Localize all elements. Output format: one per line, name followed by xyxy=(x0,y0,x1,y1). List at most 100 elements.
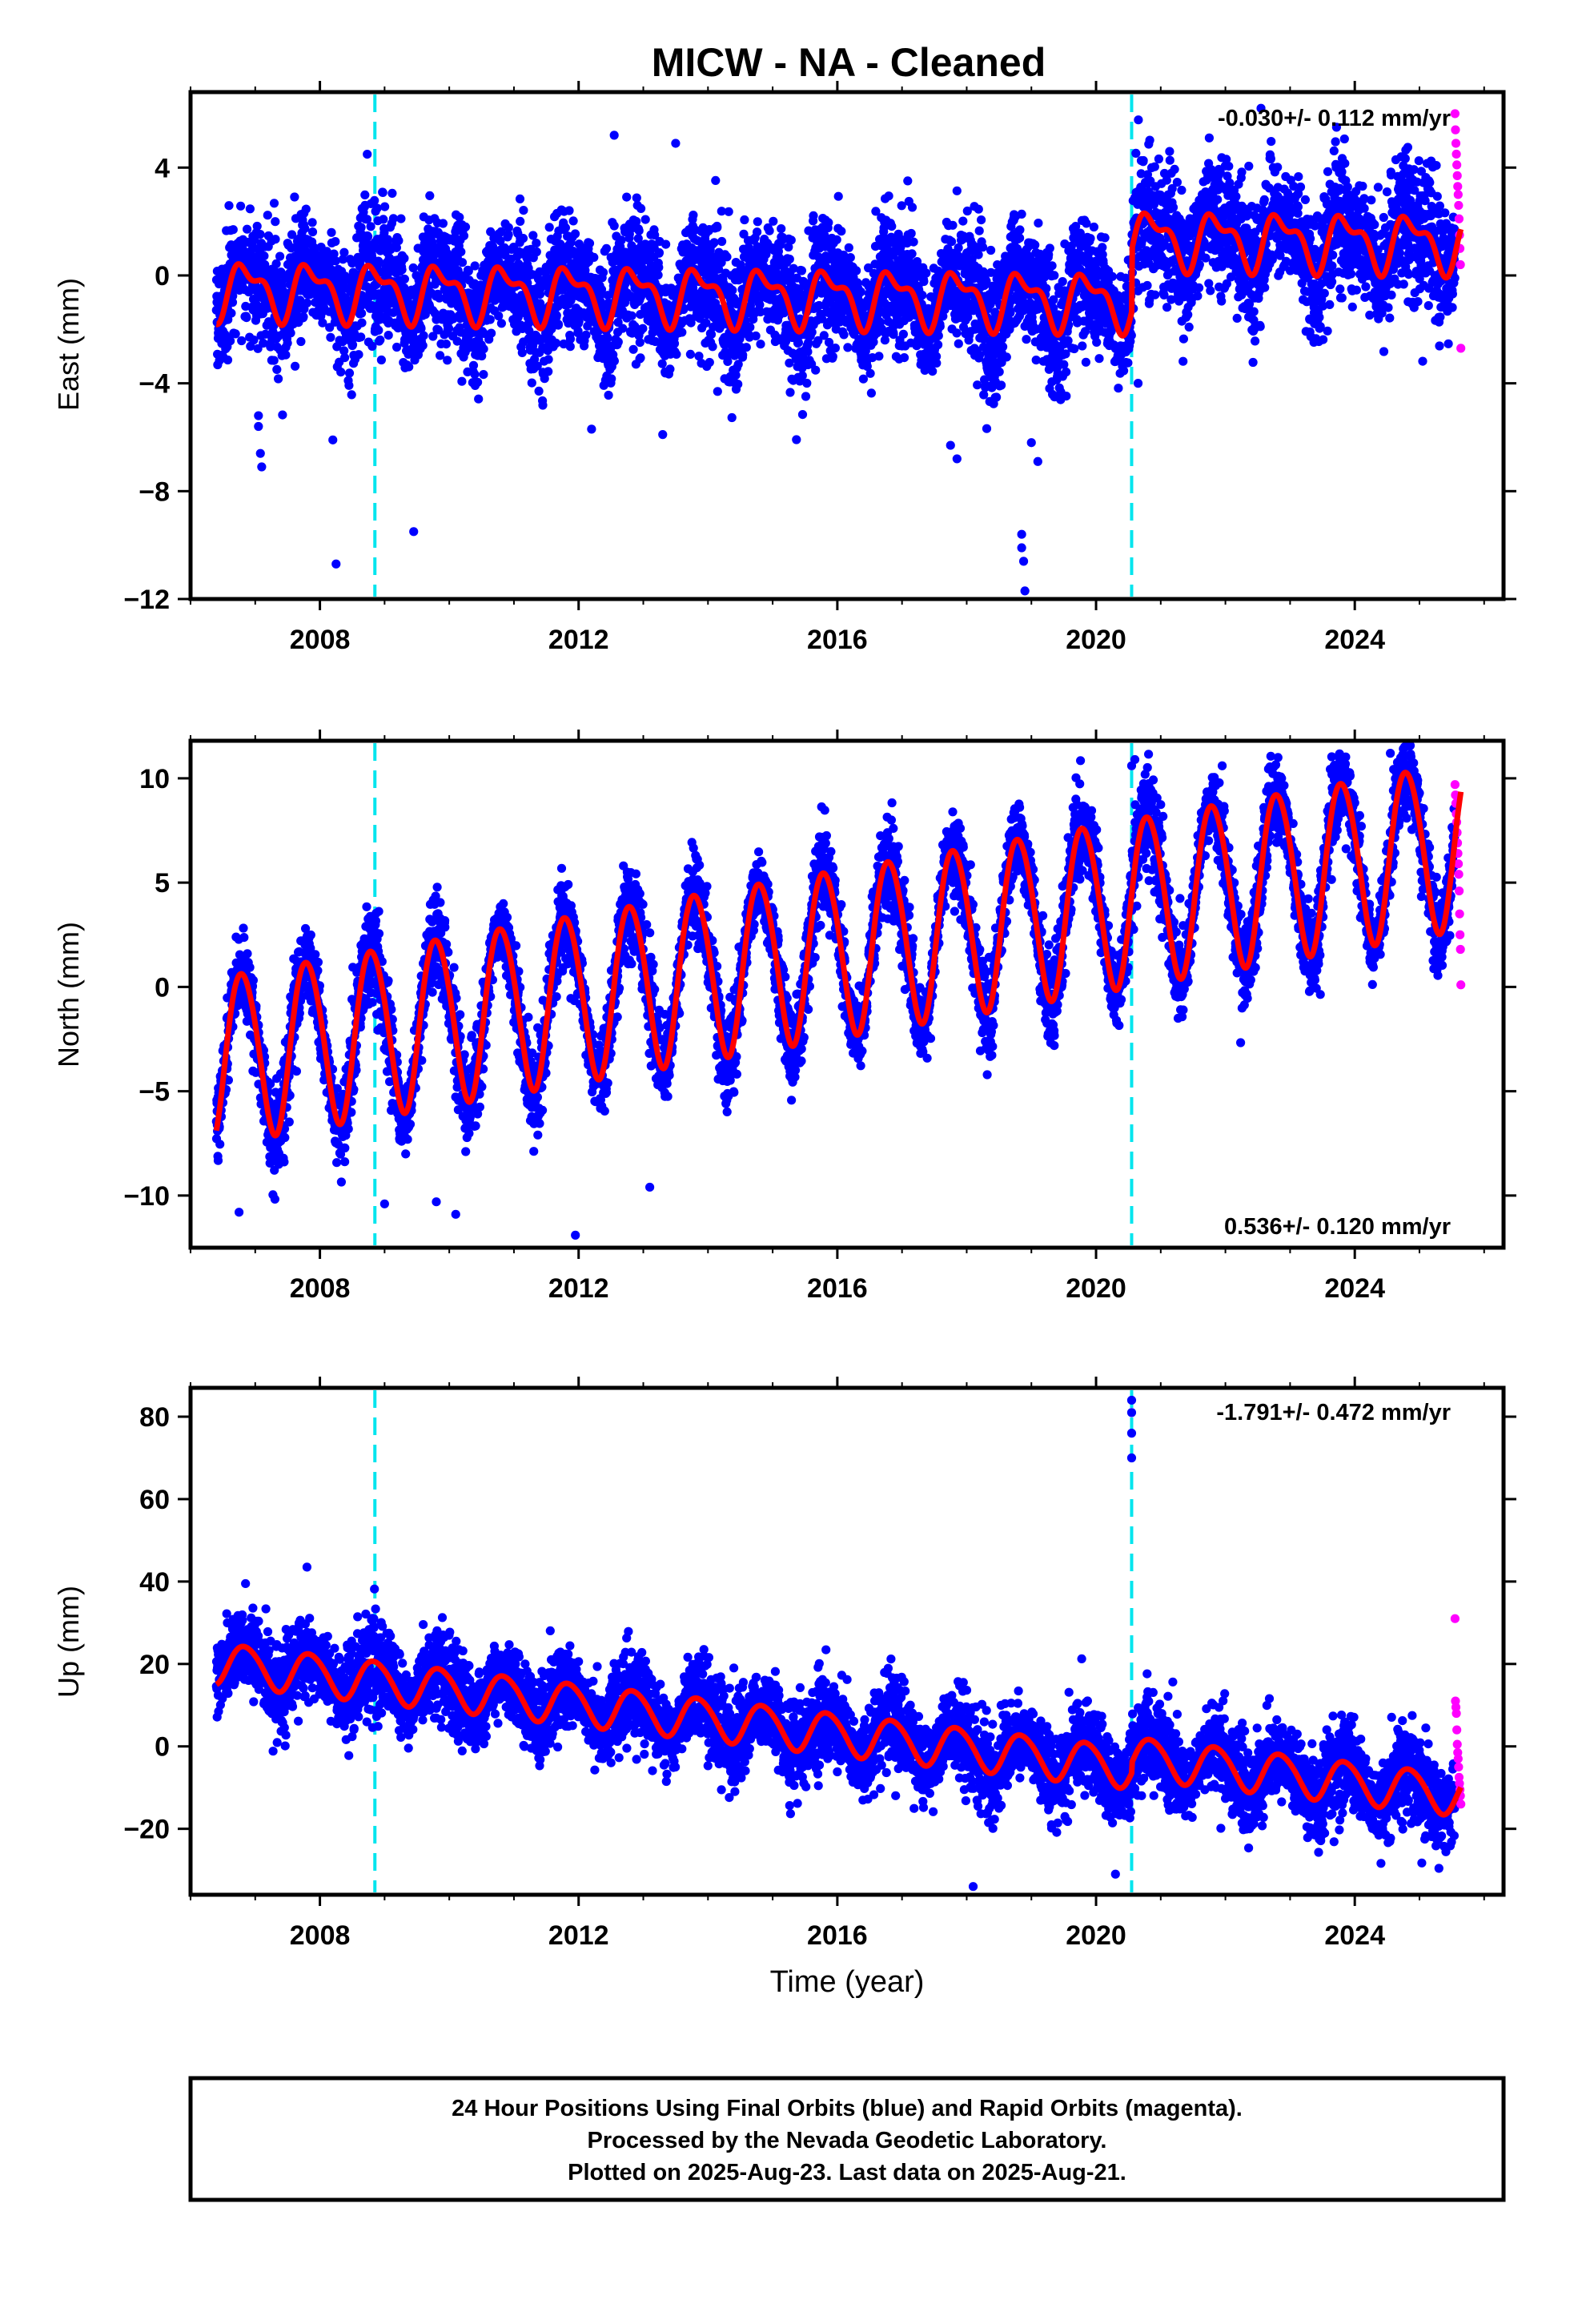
east-final-point xyxy=(740,215,749,225)
east-final-point xyxy=(1094,354,1104,364)
east-final-point xyxy=(979,390,989,400)
east-final-point xyxy=(884,191,893,201)
east-final-point xyxy=(242,313,251,323)
east-final-point xyxy=(705,357,714,368)
east-final-point xyxy=(1107,271,1117,281)
east-final-point xyxy=(727,412,737,423)
east-final-point xyxy=(340,353,350,363)
east-final-point xyxy=(259,251,269,261)
east-final-point xyxy=(919,276,929,287)
east-final-point xyxy=(286,328,295,338)
east-final-point xyxy=(287,230,297,239)
east-final-point xyxy=(751,331,761,341)
east-final-point xyxy=(470,261,480,271)
east-ytick-label: 4 xyxy=(155,153,170,183)
east-final-point xyxy=(785,388,795,397)
east-final-point xyxy=(928,367,938,376)
east-final-point xyxy=(237,336,247,346)
east-final-point xyxy=(1070,344,1079,354)
east-final-point xyxy=(852,266,861,275)
east-final-point xyxy=(372,203,382,213)
east-final-point xyxy=(1045,243,1054,253)
east-final-point xyxy=(756,340,765,349)
east-final-point xyxy=(628,344,638,354)
east-final-point xyxy=(301,204,311,214)
east-final-point xyxy=(296,336,306,347)
east-final-point xyxy=(560,223,571,232)
east-final-point xyxy=(383,331,393,340)
east-final-point xyxy=(786,235,796,245)
east-final-point xyxy=(356,332,366,342)
east-final-point xyxy=(326,332,335,342)
east-final-point xyxy=(570,229,580,239)
east-final-point xyxy=(379,215,388,224)
east-final-point xyxy=(657,359,667,368)
east-ytick-label: −4 xyxy=(139,369,170,400)
east-final-point xyxy=(376,355,386,365)
east-final-point xyxy=(552,311,561,320)
east-final-point xyxy=(803,347,813,356)
east-final-point xyxy=(459,231,469,240)
east-final-point xyxy=(685,349,696,359)
east-final-point xyxy=(997,380,1006,390)
east-final-point xyxy=(363,150,372,159)
east-final-point xyxy=(584,239,595,248)
chart-title: MICW - NA - Cleaned xyxy=(652,40,1046,85)
east-ytick-label: 0 xyxy=(155,261,170,292)
east-final-point xyxy=(661,239,671,249)
east-final-point xyxy=(517,348,527,357)
east-final-point xyxy=(344,380,354,390)
east-final-point xyxy=(519,206,528,215)
east-final-point xyxy=(765,226,774,235)
east-final-point xyxy=(243,224,252,234)
east-final-point xyxy=(665,364,675,374)
east-final-point xyxy=(635,338,644,348)
east-final-point xyxy=(496,319,507,328)
east-final-point xyxy=(589,252,599,262)
east-final-point xyxy=(797,409,808,420)
east-final-point xyxy=(785,255,794,264)
east-final-point xyxy=(544,367,553,376)
east-final-point xyxy=(1081,357,1090,367)
east-final-point xyxy=(564,206,574,215)
east-final-point xyxy=(934,340,943,350)
east-final-point xyxy=(974,204,983,214)
east-final-point xyxy=(828,352,837,361)
east-final-point xyxy=(792,435,801,444)
panel-east-steps xyxy=(373,94,1134,597)
east-final-point xyxy=(986,245,996,255)
east-final-point xyxy=(934,331,943,340)
east-final-point xyxy=(245,204,255,214)
east-final-point xyxy=(899,353,909,363)
east-final-point xyxy=(227,308,236,318)
east-final-point xyxy=(374,325,383,335)
east-final-point xyxy=(669,339,680,348)
east-final-point xyxy=(952,328,962,338)
east-final-point xyxy=(360,190,370,199)
east-final-point xyxy=(366,222,375,231)
east-xtick-label: 2016 xyxy=(807,625,868,655)
east-final-point xyxy=(339,247,349,257)
east-final-point xyxy=(903,176,913,186)
east-final-point xyxy=(1002,352,1011,362)
east-final-point xyxy=(544,355,553,364)
east-final-point xyxy=(952,186,962,195)
east-final-point xyxy=(271,235,280,244)
east-final-point xyxy=(354,350,363,360)
east-xtick-label: 2020 xyxy=(1066,625,1126,655)
east-final-point xyxy=(299,312,308,322)
east-final-point xyxy=(283,338,292,348)
east-final-point xyxy=(1015,225,1025,235)
east-final-point xyxy=(518,234,528,243)
east-final-point xyxy=(1062,392,1071,401)
east-final-point xyxy=(1119,366,1129,376)
east-final-point xyxy=(865,368,875,378)
east-final-point xyxy=(425,191,435,200)
panel-east-points xyxy=(211,103,1466,596)
east-final-point xyxy=(479,344,488,354)
east-final-point xyxy=(327,227,336,237)
east-final-point xyxy=(640,215,650,224)
east-final-point xyxy=(444,324,454,333)
east-final-point xyxy=(528,231,538,240)
east-final-point xyxy=(709,238,719,247)
